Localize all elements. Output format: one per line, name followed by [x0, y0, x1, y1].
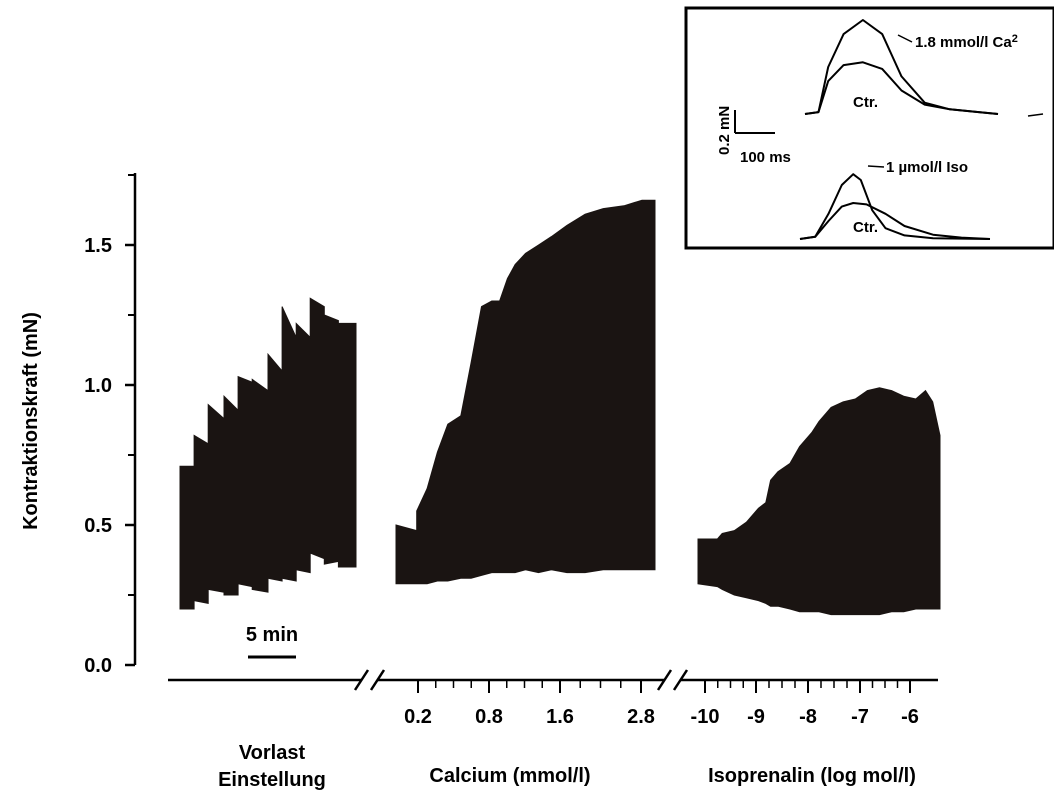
x-tick-label: -10	[691, 706, 720, 728]
inset-label-calcium: 1.8 mmol/l Ca2	[915, 33, 1018, 51]
time-scale-bar-label: 5 min	[246, 624, 298, 646]
inset-leader-iso	[867, 165, 885, 168]
x-tick-label: 0.2	[404, 706, 432, 728]
inset-frame	[684, 6, 1054, 250]
force-envelope-2	[697, 387, 941, 616]
x-tick-label: 2.8	[627, 706, 655, 728]
inset-trace	[799, 202, 991, 240]
force-envelope-0	[179, 297, 357, 610]
inset-trace-fragment	[1027, 113, 1044, 117]
inset-label-iso: 1 µmol/l Iso	[886, 159, 968, 176]
inset-trace	[804, 61, 999, 115]
force-traces	[179, 199, 941, 616]
x-tick-label: -8	[799, 706, 817, 728]
segment-label-calcium: Calcium (mmol/l)	[429, 765, 590, 787]
inset-traces	[799, 19, 999, 240]
x-tick-label: 0.8	[475, 706, 503, 728]
inset-panel: 0.2 mN 100 ms 1.8 mmol/l Ca2 Ctr. 1 µmol…	[684, 6, 1054, 250]
axis-break-mark	[353, 669, 370, 691]
time-scale-bar: 5 min	[246, 624, 298, 659]
segment-labels: Vorlast Einstellung Calcium (mmol/l) Iso…	[218, 742, 916, 791]
y-tick-label: 0.5	[84, 515, 112, 537]
inset-trace	[799, 173, 991, 240]
x-tick-label: -9	[747, 706, 765, 728]
inset-label-ctr-bottom: Ctr.	[853, 219, 878, 236]
axis-break-mark	[369, 669, 386, 691]
segment-label-isoprenalin: Isoprenalin (log mol/l)	[708, 765, 916, 787]
segment-label-vorlast-line1: Vorlast	[239, 742, 306, 764]
y-tick-label: 0.0	[84, 655, 112, 677]
y-axis-label: Kontraktionskraft (mN)	[20, 312, 42, 530]
x-tick-label: 1.6	[546, 706, 574, 728]
inset-scale-x-label: 100 ms	[740, 149, 791, 166]
force-envelope-1	[395, 199, 656, 585]
inset-leader-calcium	[897, 34, 913, 43]
segment-label-vorlast-line2: Einstellung	[218, 769, 326, 791]
y-tick-label: 1.5	[84, 235, 112, 257]
x-tick-label: -6	[901, 706, 919, 728]
x-axis: 0.2 0.8 1.6 2.8 -10 -9 -8 -7 -6	[168, 669, 938, 728]
y-tick-label: 1.0	[84, 375, 112, 397]
y-ticks: 0.0 0.5 1.0 1.5	[84, 174, 135, 677]
axis-break-mark	[672, 669, 689, 691]
x-ticks: 0.2 0.8 1.6 2.8 -10 -9 -8 -7 -6	[404, 680, 919, 728]
inset-label-ctr-top: Ctr.	[853, 94, 878, 111]
inset-scale-y-label: 0.2 mN	[716, 106, 733, 155]
axis-break-mark	[656, 669, 673, 691]
y-axis: 0.0 0.5 1.0 1.5 Kontraktionskraft (mN)	[20, 173, 137, 677]
x-tick-label: -7	[851, 706, 869, 728]
